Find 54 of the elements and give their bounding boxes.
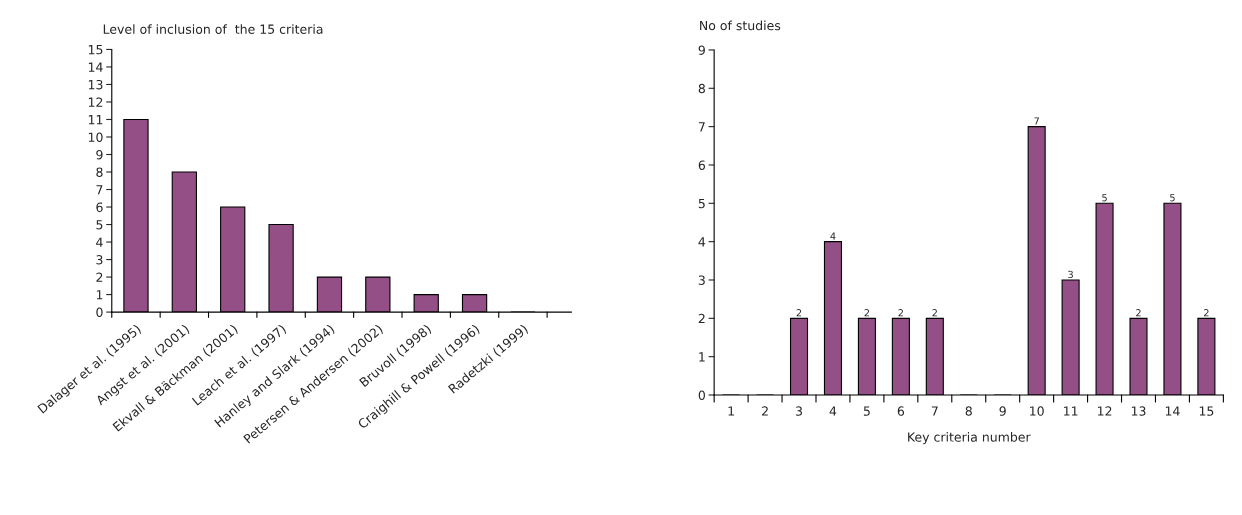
data-label: 2 — [932, 309, 937, 317]
y-tick-label: 9 — [698, 45, 705, 55]
y-tick-label: 9 — [96, 149, 103, 160]
y-axis-title: No of studies — [700, 20, 781, 31]
y-axis-title: Level of inclusion of the 15 criteria — [103, 24, 323, 34]
x-tick-label: 11 — [1064, 406, 1078, 416]
data-label: 4 — [830, 232, 836, 240]
y-tick-label: 8 — [698, 83, 705, 94]
y-tick-label: 0 — [698, 390, 705, 400]
x-tick-label: 14 — [1165, 406, 1180, 416]
x-tick-label: 5 — [863, 406, 870, 416]
y-tick-label: 13 — [88, 79, 103, 90]
x-tick-label: 12 — [1097, 406, 1112, 416]
y-tick-label: 6 — [698, 160, 706, 170]
x-tick-label: 2 — [762, 406, 768, 416]
data-label: 2 — [898, 309, 903, 317]
y-tick-label: 2 — [96, 272, 103, 282]
x-axis-title: Key criteria number — [908, 432, 1031, 445]
y-tick-label: 0 — [96, 307, 103, 318]
y-tick-label: 5 — [698, 198, 705, 209]
y-tick-label: 10 — [88, 132, 103, 142]
data-label: 2 — [796, 309, 802, 317]
y-tick-label: 15 — [88, 45, 103, 55]
data-label: 5 — [1170, 194, 1175, 202]
x-tick-label: 4 — [829, 406, 837, 416]
y-tick-label: 6 — [96, 202, 103, 212]
y-tick-label: 7 — [96, 185, 103, 195]
x-tick-label: 6 — [897, 406, 905, 416]
x-tick-label: 9 — [999, 406, 1006, 416]
y-tick-label: 2 — [698, 313, 705, 324]
data-label: 2 — [864, 309, 870, 317]
x-tick-label: 1 — [728, 406, 734, 416]
y-tick-label: 11 — [88, 115, 103, 125]
y-tick-label: 4 — [698, 237, 706, 247]
data-label: 3 — [1068, 270, 1073, 279]
data-label: 7 — [1034, 117, 1039, 125]
y-tick-label: 3 — [698, 275, 705, 285]
y-tick-label: 5 — [96, 220, 103, 230]
data-label: 5 — [1102, 194, 1107, 202]
y-tick-label: 8 — [96, 167, 103, 177]
x-tick-label: 7 — [931, 406, 938, 416]
y-tick-label: 3 — [96, 255, 103, 265]
y-tick-label: 4 — [96, 237, 103, 247]
y-tick-label: 7 — [698, 122, 705, 132]
y-tick-label: 14 — [88, 62, 103, 72]
x-tick-label: 8 — [965, 406, 972, 416]
y-tick-label: 12 — [88, 97, 103, 107]
x-tick-label: 10 — [1030, 406, 1044, 416]
x-tick-label: 3 — [796, 406, 802, 416]
x-tick-label: 13 — [1131, 406, 1146, 416]
y-tick-label: 1 — [96, 290, 103, 300]
data-label: 2 — [1204, 309, 1209, 317]
x-tick-label: 15 — [1199, 406, 1214, 416]
data-label: 2 — [1136, 309, 1141, 317]
